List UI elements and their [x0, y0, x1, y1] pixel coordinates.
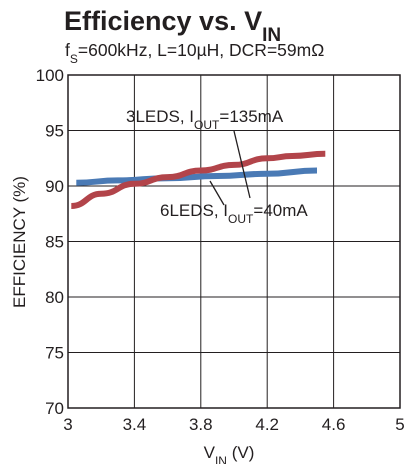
x-tick-label: 4.2	[255, 415, 279, 434]
y-tick-label: 80	[45, 288, 64, 307]
y-tick-label: 100	[36, 66, 64, 85]
leader-line-3leds	[233, 130, 251, 199]
leader-line-6leds	[209, 180, 225, 206]
x-tick-label: 4.6	[322, 415, 346, 434]
x-tick-label: 5	[395, 415, 404, 434]
y-tick-label: 95	[45, 122, 64, 141]
series-line-1	[76, 167, 318, 186]
x-tick-label: 3.4	[123, 415, 147, 434]
y-tick-label: 85	[45, 233, 64, 252]
x-axis-label: VIN (V)	[204, 443, 255, 464]
data-series	[71, 150, 326, 209]
x-tick-label: 3	[63, 415, 72, 434]
annotation-6leds: 6LEDS, IOUT=40mA	[160, 201, 308, 226]
y-tick-label: 90	[45, 177, 64, 196]
series-line-2	[71, 150, 326, 209]
plot-frame	[67, 74, 401, 409]
y-tick-label: 70	[45, 399, 64, 418]
tick-labels: 70 75 80 85 90 95 100 3 3.4 3.8 4.2 4.6 5	[36, 66, 405, 434]
chart-subtitle: fS=600kHz, L=10µH, DCR=59mΩ	[65, 40, 324, 66]
annotation-3leds: 3LEDS, IOUT=135mA	[126, 107, 284, 132]
y-axis-label: EFFICIENCY (%)	[10, 176, 29, 308]
chart-title: Efficiency vs. VIN	[64, 6, 281, 46]
y-tick-label: 75	[45, 344, 64, 363]
x-tick-label: 3.8	[189, 415, 213, 434]
